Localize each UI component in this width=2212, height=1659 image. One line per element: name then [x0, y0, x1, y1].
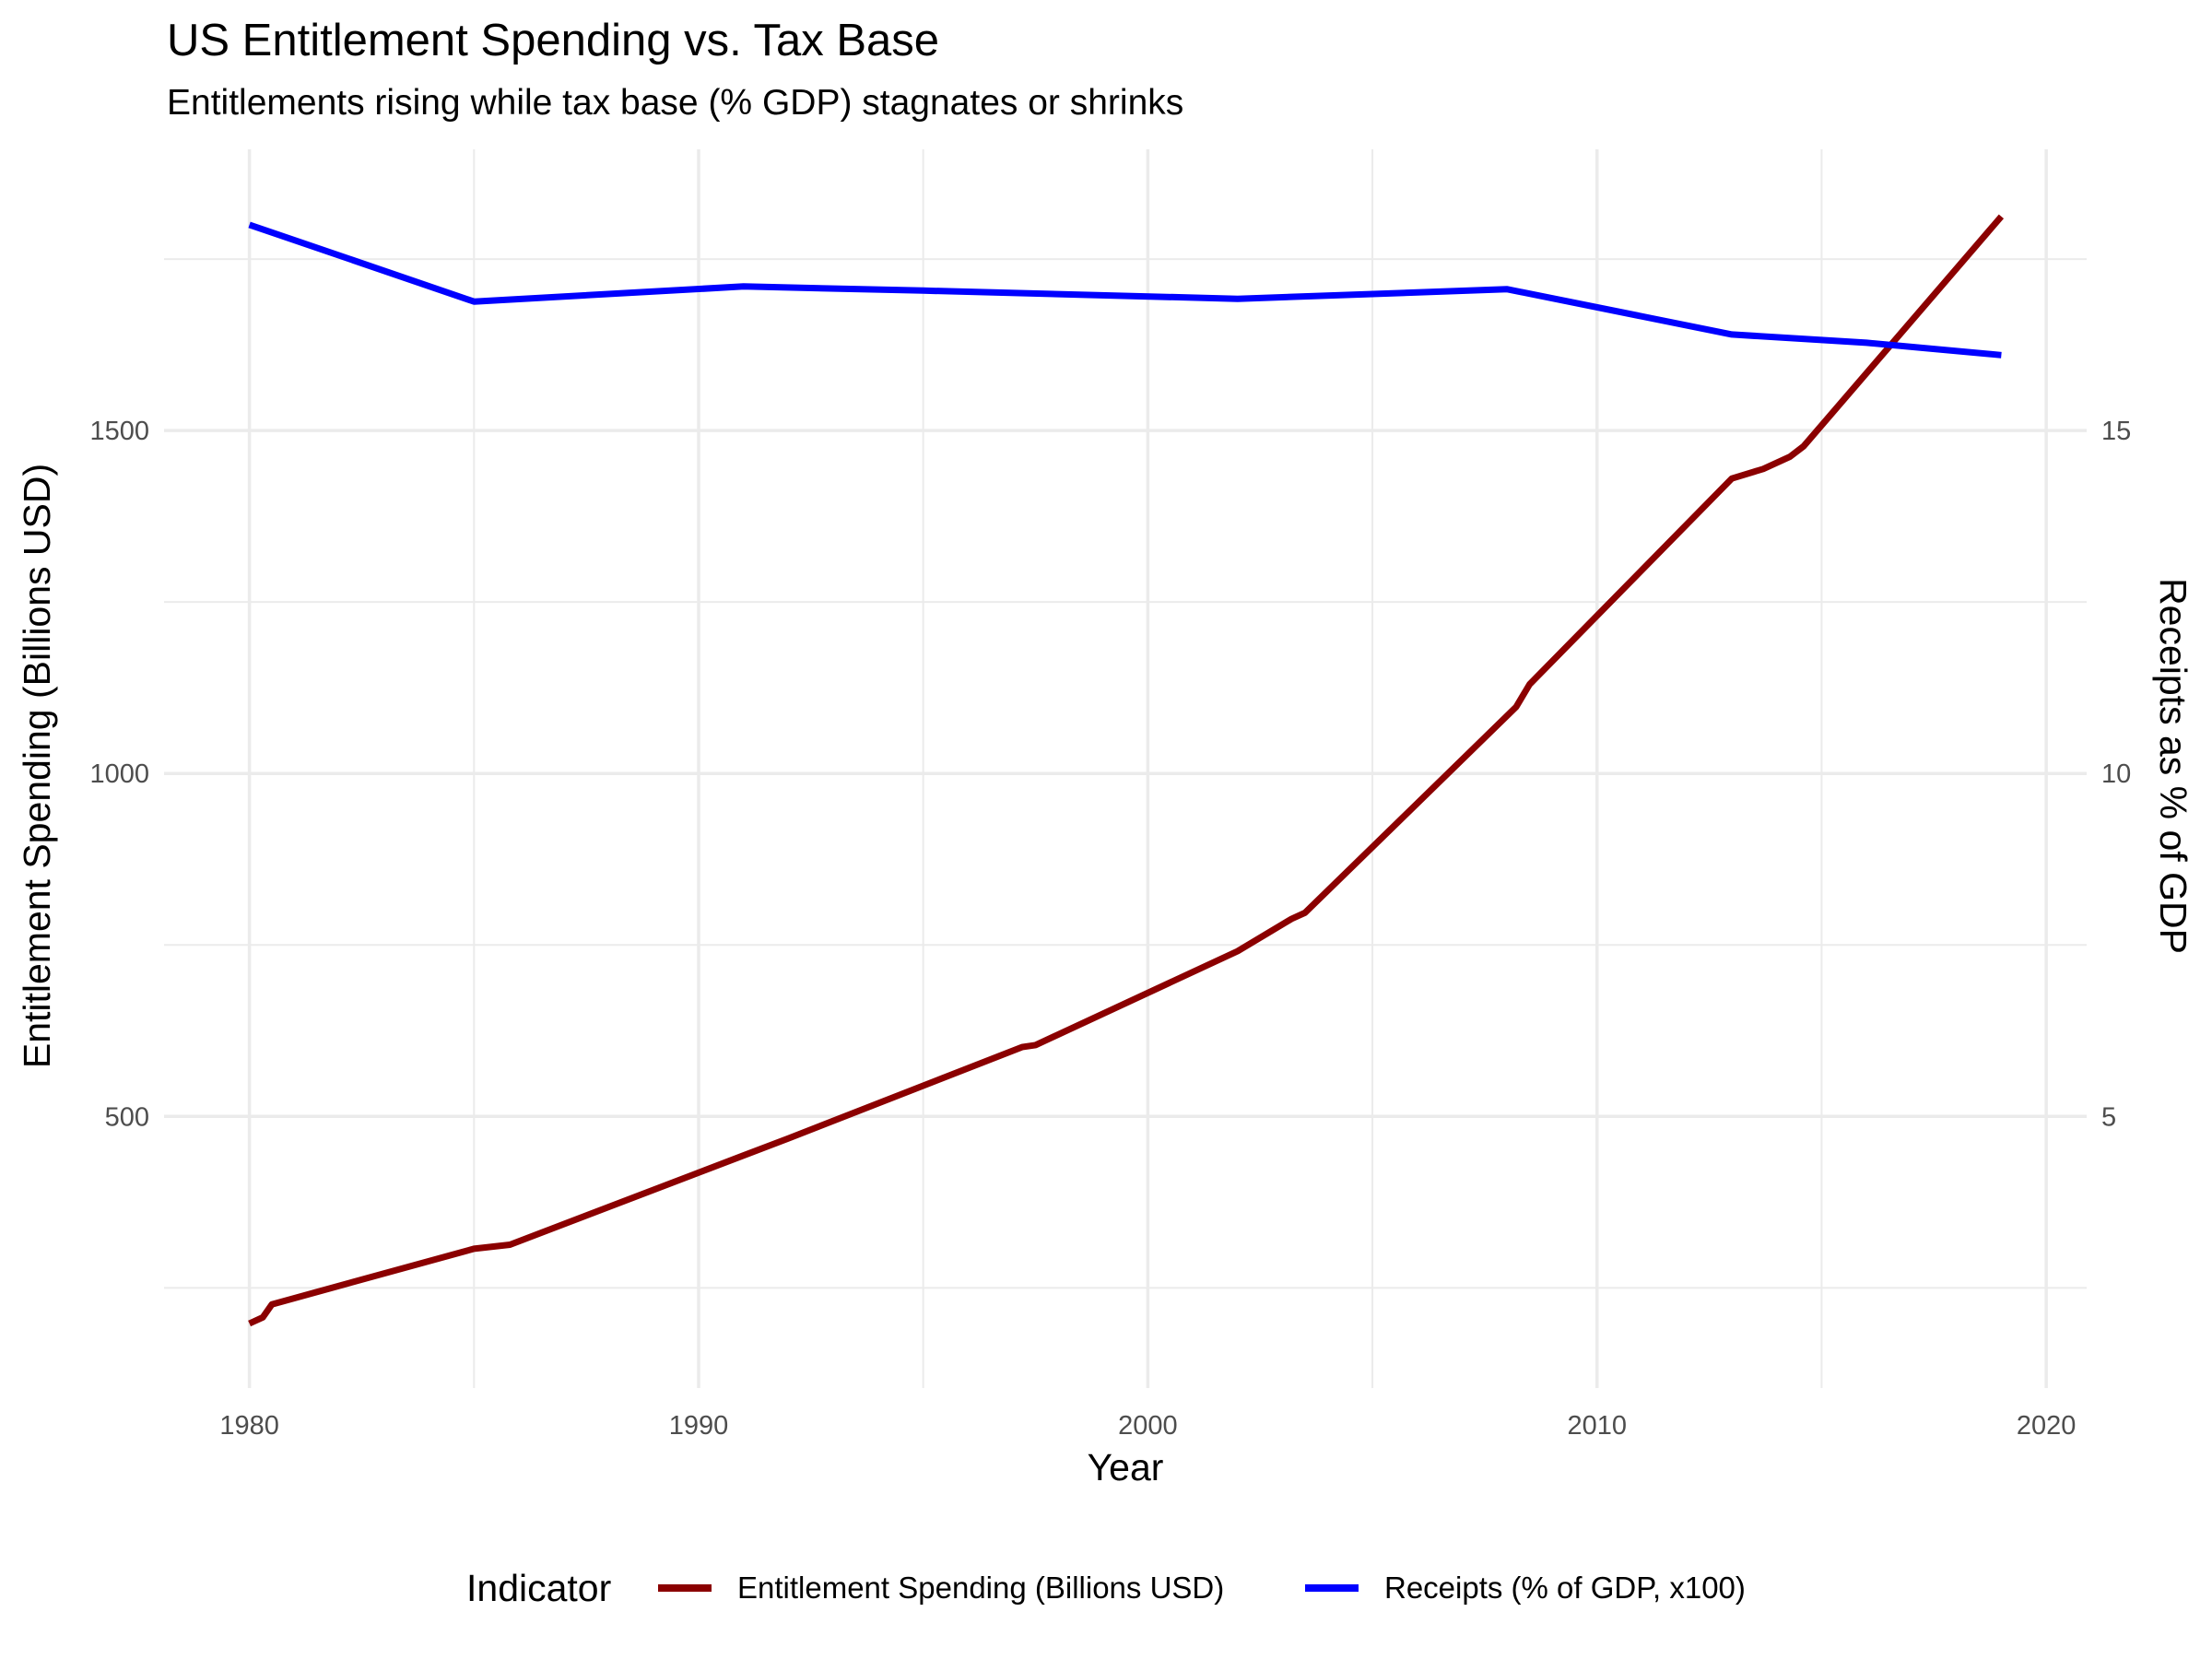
chart-title: US Entitlement Spending vs. Tax Base [167, 16, 940, 65]
x-axis-title: Year [1088, 1446, 1164, 1488]
y-tick-label: 1500 [89, 417, 149, 446]
chart-subtitle: Entitlements rising while tax base (% GD… [167, 83, 1184, 123]
x-tick-label: 2020 [2017, 1411, 2077, 1441]
x-tick-label: 2000 [1118, 1411, 1178, 1441]
series-lines [248, 214, 2005, 1327]
y-tick-label: 1000 [89, 759, 149, 789]
grid [164, 149, 2087, 1388]
y2-tick-label: 5 [2101, 1102, 2116, 1132]
legend-label-entitlement: Entitlement Spending (Billions USD) [737, 1571, 1224, 1605]
legend-title: Indicator [466, 1567, 611, 1609]
legend-label-receipts: Receipts (% of GDP, x100) [1384, 1571, 1746, 1605]
y2-axis-title: Receipts as % of GDP [2152, 578, 2194, 954]
series-line-receipts [248, 221, 2002, 359]
x-tick-label: 1990 [669, 1411, 729, 1441]
y-axis-title: Entitlement Spending (Billions USD) [16, 464, 58, 1068]
x-tick-label: 2010 [1567, 1411, 1627, 1441]
y2-tick-label: 10 [2101, 759, 2131, 789]
series-line-entitlement [248, 214, 2005, 1327]
tick-labels: 1980 1990 2000 2010 2020 500 1000 1500 5 10 15 [89, 417, 2131, 1441]
x-tick-label: 1980 [219, 1411, 279, 1441]
legend: Indicator Entitlement Spending (Billions… [466, 1567, 1746, 1609]
y-tick-label: 500 [105, 1102, 149, 1132]
y2-tick-label: 15 [2101, 417, 2131, 446]
